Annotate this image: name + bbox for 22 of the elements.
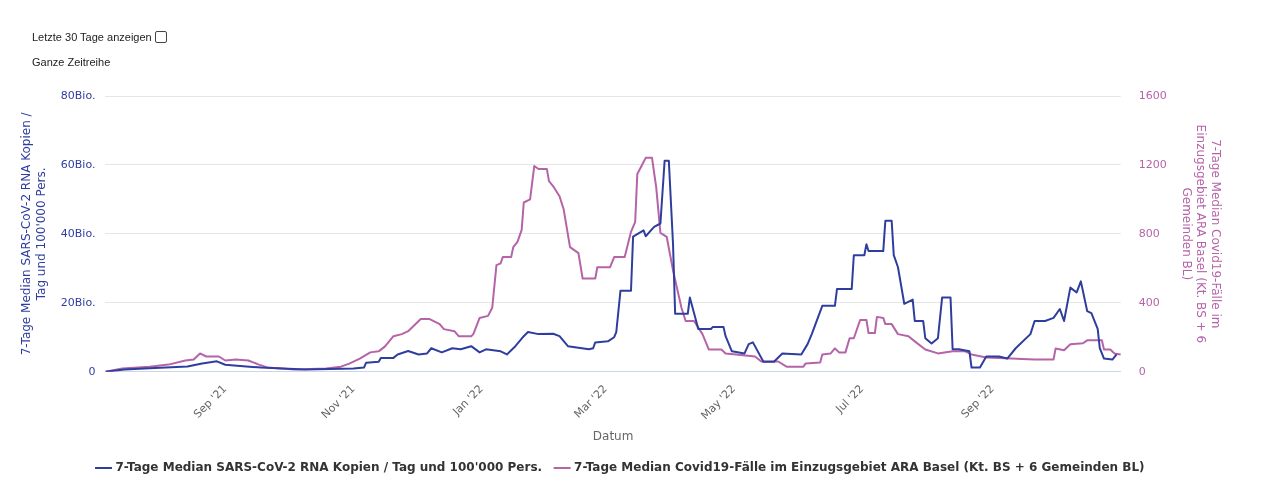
y2-tick-label: 400	[1138, 295, 1160, 309]
y-axis-title: 7-Tage Median SARS-CoV-2 RNA Kopien / Tag und 100'000 Pers.	[19, 111, 48, 356]
y-tick-label: 40Bio.	[60, 226, 96, 240]
y-tick-label: 80Bio.	[60, 88, 96, 102]
text: Ganze Zeitreihe	[32, 56, 111, 68]
y2-tick-label: 1600	[1138, 88, 1167, 102]
y2-axis-title: 7-Tage Median Covid19-Fälle im Einzugsgebiet ARA Basel (Kt. BS + 6 Gemeinden BL)	[1179, 124, 1223, 344]
x-tick-label: Jan '22	[449, 382, 486, 419]
x-tick-label: Sep '21	[191, 382, 230, 421]
x-tick-label: Nov '21	[318, 382, 358, 422]
y-tick-label: 20Bio.	[60, 295, 96, 309]
y-tick-label: 60Bio.	[60, 157, 96, 171]
y2-tick-label: 800	[1138, 226, 1160, 240]
legend-label: 7-Tage Median Covid19-Fälle im Einzugsgebiet ARA Basel (Kt. BS + 6 Gemeinden BL)	[574, 460, 1145, 475]
x-tick-label: Jul '22	[832, 382, 867, 417]
y-tick-label: 0	[88, 364, 96, 378]
y2-tick-label: 1200	[1138, 157, 1167, 171]
x-axis-title: Datum	[592, 428, 634, 443]
text: Letzte 30 Tage anzeigen	[32, 31, 152, 43]
y2-tick-label: 0	[1138, 364, 1146, 378]
legend-label: 7-Tage Median SARS-CoV-2 RNA Kopien / Tag und 100'000 Pers.	[115, 460, 543, 475]
x-tick-label: Sep '22	[958, 382, 997, 421]
